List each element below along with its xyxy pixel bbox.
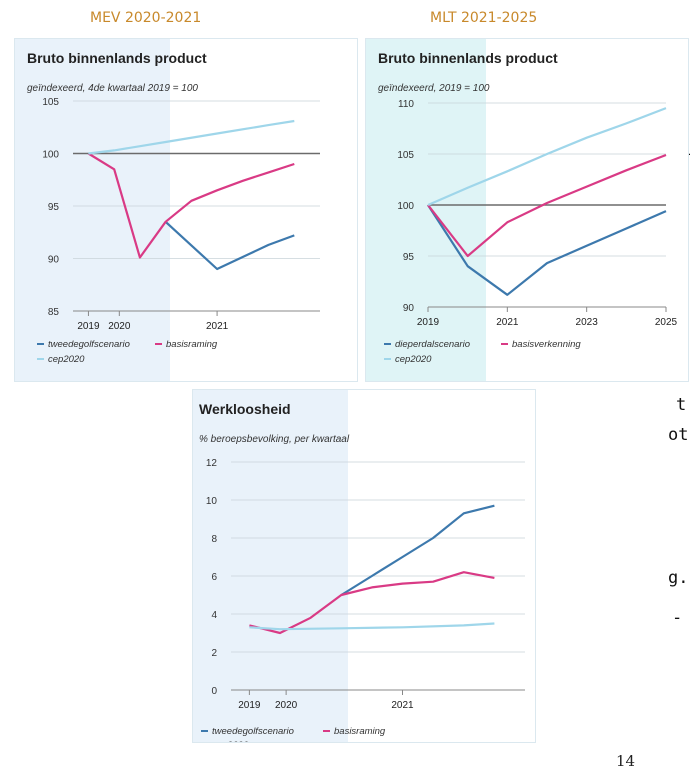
side-text-fragment: -	[672, 608, 683, 628]
y-tick-label: 4	[211, 610, 217, 621]
x-tick-label: 2021	[206, 321, 229, 332]
series-line-basisraming	[249, 571, 495, 635]
y-tick-label: 95	[403, 252, 415, 263]
legend-label: tweedegolfscenario	[48, 339, 130, 350]
legend-label: tweedegolfscenario	[212, 726, 294, 737]
legend-label: basisverkenning	[512, 339, 581, 350]
y-tick-label: 0	[211, 686, 217, 697]
y-tick-label: 10	[206, 496, 218, 507]
chart-bbp-mev: Bruto binnenlands product geïndexeerd, 4d…	[14, 38, 358, 382]
section-header-mlt: MLT 2021-2025	[430, 10, 538, 26]
chart-bbp-mlt-svg: Bruto binnenlands product geïndexeerd, 20…	[366, 39, 688, 381]
side-text-fragment: ot	[668, 425, 689, 445]
series-line-dieperdalscenario	[427, 204, 667, 296]
shaded-history-region	[15, 39, 170, 381]
x-tick-label: 2020	[275, 700, 298, 711]
y-tick-label: 90	[48, 255, 60, 266]
x-tick-label: 2021	[496, 317, 519, 328]
y-tick-label: 85	[48, 307, 60, 318]
y-tick-label: 6	[211, 572, 217, 583]
series-line-basisverkenning	[427, 153, 667, 258]
page-number: 14	[616, 752, 636, 770]
chart-title: Bruto binnenlands product	[378, 50, 558, 66]
chart-bbp-mev-svg: Bruto binnenlands product geïndexeerd, 4d…	[15, 39, 357, 381]
y-tick-label: 100	[42, 150, 59, 161]
legend-label: cep2020	[48, 354, 85, 365]
legend-label: basisraming	[166, 339, 218, 350]
x-tick-label: 2023	[576, 317, 599, 328]
chart-werkloosheid: Werkloosheid % beroepsbevolking, per kwar…	[192, 389, 536, 743]
series-line-cep2020	[427, 107, 667, 207]
chart-bbp-mlt: Bruto binnenlands product geïndexeerd, 20…	[365, 38, 689, 382]
chart-subtitle: geïndexeerd, 2019 = 100	[378, 83, 490, 94]
series-line-cep2020	[88, 119, 295, 155]
legend-label: dieperdalscenario	[395, 339, 470, 350]
x-tick-label: 2025	[655, 317, 678, 328]
series-line-basisraming	[87, 152, 295, 259]
chart-subtitle: geïndexeerd, 4de kwartaal 2019 = 100	[27, 83, 198, 94]
y-tick-label: 105	[42, 97, 59, 108]
legend-label: cep2020	[212, 740, 249, 742]
chart-werkloosheid-svg: Werkloosheid % beroepsbevolking, per kwar…	[193, 390, 535, 742]
chart-title: Bruto binnenlands product	[27, 50, 207, 66]
y-tick-label: 110	[398, 99, 414, 110]
side-text-fragment: g.	[668, 568, 689, 588]
series-line-cep2020	[249, 622, 495, 631]
chart-title: Werkloosheid	[199, 401, 291, 417]
y-tick-label: 105	[397, 150, 414, 161]
section-header-mev: MEV 2020-2021	[90, 10, 202, 26]
y-tick-label: 2	[211, 648, 217, 659]
y-tick-label: 8	[211, 534, 217, 545]
y-tick-label: 12	[206, 458, 218, 469]
y-tick-label: 90	[403, 303, 415, 314]
shaded-history-region	[366, 39, 486, 381]
side-text-fragment: t	[676, 395, 687, 415]
legend-label: basisraming	[334, 726, 386, 737]
series-line-tweedegolfscenario	[340, 504, 495, 596]
y-tick-label: 100	[397, 201, 414, 212]
x-tick-label: 2019	[238, 700, 261, 711]
shaded-history-region	[193, 390, 348, 742]
chart-subtitle: % beroepsbevolking, per kwartaal	[199, 434, 350, 445]
x-tick-label: 2019	[77, 321, 100, 332]
legend-label: cep2020	[395, 354, 432, 365]
x-tick-label: 2019	[417, 317, 440, 328]
series-line-tweedegolfscenario	[164, 220, 295, 271]
y-tick-label: 95	[48, 202, 60, 213]
x-tick-label: 2021	[391, 700, 414, 711]
x-tick-label: 2020	[108, 321, 131, 332]
